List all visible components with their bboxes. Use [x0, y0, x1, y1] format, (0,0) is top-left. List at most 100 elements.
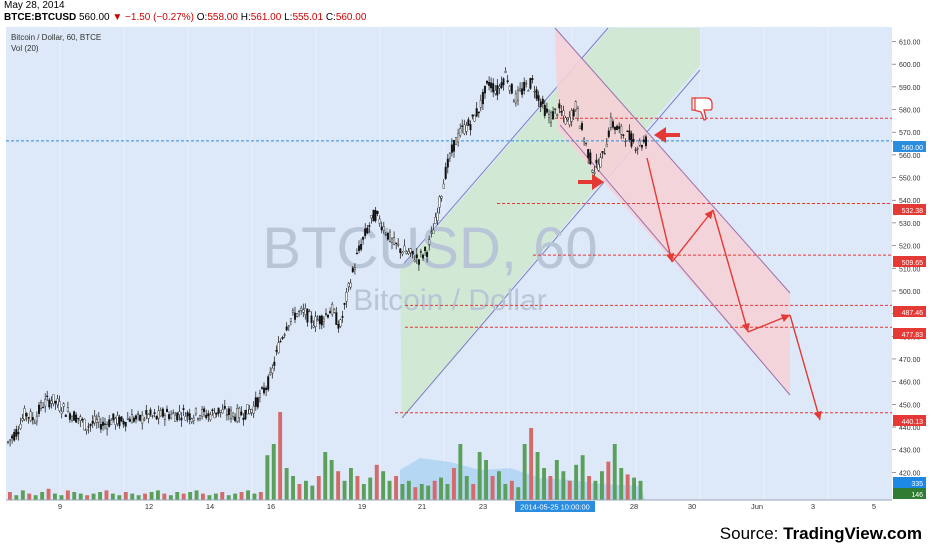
- source-prefix: Source:: [719, 524, 779, 543]
- volume-bar: [91, 493, 96, 500]
- candle-body: [537, 95, 540, 101]
- candle-body: [471, 114, 474, 117]
- candle-body: [205, 414, 208, 419]
- candle-body: [434, 217, 437, 224]
- price-badge: [893, 306, 926, 317]
- candle-body: [310, 315, 313, 323]
- candle-body: [112, 413, 115, 421]
- low-label: L:: [284, 12, 293, 23]
- candle-body: [419, 251, 422, 253]
- volume-bar: [387, 480, 392, 500]
- candle-body: [360, 244, 363, 250]
- support-arrow-icon: [578, 174, 604, 190]
- candle-body: [622, 134, 625, 136]
- header-date: May 28, 2014: [4, 0, 65, 11]
- candle-body: [108, 419, 111, 427]
- candle-body: [157, 410, 160, 419]
- candle-body: [626, 130, 629, 132]
- candle-body: [393, 237, 396, 245]
- candle-body: [391, 238, 394, 243]
- candle-body: [149, 409, 152, 415]
- candle-body: [314, 316, 317, 327]
- candle-body: [79, 416, 82, 421]
- volume-bar: [503, 484, 508, 500]
- price-badge: [893, 328, 926, 339]
- candle-body: [302, 309, 305, 313]
- volume-bar: [194, 490, 199, 500]
- price-badge-label: 440.13: [902, 419, 924, 426]
- candle-body: [525, 82, 528, 85]
- candle-body: [306, 308, 309, 323]
- volume-bar: [548, 476, 553, 500]
- candle-body: [612, 121, 615, 128]
- candle-body: [269, 372, 272, 375]
- projection-arrow: [789, 314, 822, 421]
- candle-body: [417, 259, 420, 265]
- volume-bar: [130, 493, 135, 500]
- volume-bar: [72, 492, 77, 500]
- candle-body: [574, 101, 577, 110]
- candle-body: [201, 409, 204, 417]
- candle-body: [366, 227, 369, 234]
- price-axis-label: 570.00: [899, 130, 921, 137]
- candle-body: [479, 99, 482, 108]
- candle-body: [190, 418, 193, 423]
- candle-body: [477, 111, 480, 114]
- candle-body: [564, 117, 567, 125]
- candle-body: [399, 248, 402, 253]
- candle-body: [95, 419, 98, 423]
- volume-bar: [85, 495, 90, 500]
- close-label: C:: [325, 12, 336, 23]
- projection-arrow: [646, 157, 675, 263]
- candle-body: [15, 429, 18, 437]
- volume-bar: [59, 495, 64, 500]
- candle-body: [548, 114, 551, 118]
- candle-body: [343, 303, 346, 305]
- candle-body: [93, 415, 96, 424]
- projection-arrow: [712, 209, 750, 333]
- volume-bar: [374, 464, 379, 500]
- volume-bar: [291, 476, 295, 500]
- volume-bar: [394, 476, 398, 500]
- volume-indicator-label[interactable]: Vol (20): [11, 44, 39, 53]
- candle-body: [500, 82, 503, 88]
- price-axis[interactable]: [892, 27, 932, 512]
- candle-body: [341, 316, 344, 318]
- volume-bar: [580, 455, 585, 500]
- candle-body: [81, 419, 84, 421]
- candle-body: [229, 409, 232, 419]
- volume-bar: [188, 492, 193, 500]
- candle-body: [508, 85, 511, 91]
- candle-body: [217, 407, 220, 414]
- source-credit: Source: TradingView.com: [720, 524, 922, 544]
- volume-bar: [20, 490, 25, 500]
- volume-bar: [593, 480, 598, 500]
- candle-body: [188, 413, 191, 420]
- candle-body: [496, 85, 499, 96]
- candle-body: [167, 414, 170, 419]
- volume-bar: [310, 485, 315, 500]
- candle-body: [110, 420, 113, 425]
- time-axis-label: 9: [58, 502, 62, 511]
- descending-channel-upper: [554, 27, 791, 294]
- candle-body: [364, 228, 367, 237]
- candle-body: [403, 245, 406, 252]
- candle-body: [106, 424, 109, 430]
- candle-body: [424, 246, 427, 252]
- last-price: 560.00: [79, 12, 110, 23]
- candle-body: [461, 125, 464, 127]
- candle-body: [628, 130, 631, 140]
- chart-header: May 28, 2014 BTCE:BTCUSD 560.00 ▼ −1.50 …: [4, 0, 366, 24]
- candle-body: [236, 408, 239, 422]
- candle-body: [506, 80, 509, 83]
- candle-body: [560, 111, 563, 113]
- candle-body: [134, 415, 137, 420]
- candle-body: [459, 128, 462, 136]
- candle-body: [318, 315, 321, 325]
- candle-body: [87, 426, 90, 428]
- candle-body: [457, 133, 460, 143]
- symbol-label[interactable]: BTCE:BTCUSD: [4, 12, 77, 23]
- time-axis[interactable]: [6, 500, 892, 512]
- volume-bar: [509, 480, 514, 500]
